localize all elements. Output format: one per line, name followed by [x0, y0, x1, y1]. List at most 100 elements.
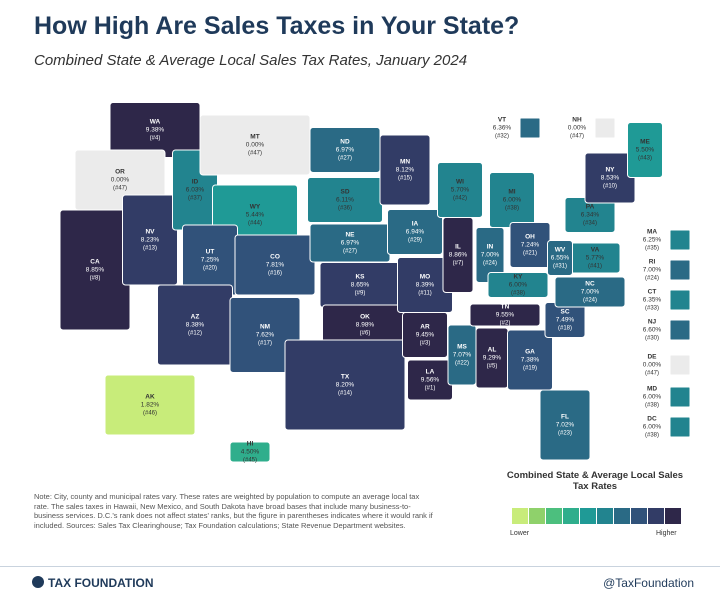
state-rank: (#11) [418, 291, 432, 297]
legend-swatch [529, 508, 545, 524]
state-rate: 7.00% [581, 289, 600, 296]
state-rank: (#7) [453, 261, 464, 267]
state [229, 441, 271, 463]
state-abbr: AK [145, 394, 155, 401]
state-rank: (#29) [408, 238, 422, 244]
title: How High Are Sales Taxes in Your State? [34, 12, 520, 40]
state-rate: 9.29% [483, 355, 502, 362]
notes: Note: City, county and municipal rates v… [34, 492, 433, 530]
state-rank: (#4) [150, 136, 161, 142]
state-rate: 4.50% [241, 449, 260, 456]
state-rank: (#5) [487, 364, 498, 370]
state [669, 386, 691, 408]
state-rate: 9.38% [146, 127, 165, 134]
state-rate: 6.60% [643, 327, 662, 334]
state-rate: 6.00% [643, 424, 662, 431]
state [442, 217, 474, 293]
state [229, 297, 301, 373]
state-rate: 7.25% [201, 257, 220, 264]
state [379, 134, 431, 206]
state-rank: (#13) [143, 246, 157, 252]
state [547, 240, 573, 276]
state-rank: (#17) [258, 341, 272, 347]
state-rate: 8.12% [396, 167, 415, 174]
state-abbr: WA [150, 119, 161, 126]
state-abbr: MN [400, 159, 410, 166]
state-abbr: KS [355, 274, 365, 281]
state [554, 276, 626, 308]
state [669, 229, 691, 251]
state-rate: 6.00% [643, 394, 662, 401]
state-rate: 8.65% [351, 282, 370, 289]
state-abbr: SD [340, 189, 349, 196]
state [669, 319, 691, 341]
state-rate: 6.94% [406, 229, 425, 236]
legend-swatch [665, 508, 681, 524]
state-abbr: VT [498, 117, 506, 124]
state-rank: (#10) [603, 184, 617, 190]
state-abbr: CO [270, 254, 280, 261]
state-rank: (#24) [483, 261, 497, 267]
state-rank: (#36) [338, 206, 352, 212]
subtitle: Combined State & Average Local Sales Tax… [34, 52, 468, 69]
state-rate: 7.62% [256, 332, 275, 339]
state-abbr: MA [647, 229, 657, 236]
state-rank: (#41) [588, 264, 602, 270]
state-abbr: UT [206, 249, 215, 256]
state-rate: 8.86% [449, 252, 468, 259]
state [669, 354, 691, 376]
state [669, 416, 691, 438]
state-rate: 0.00% [568, 125, 587, 132]
state-rank: (#9) [355, 291, 366, 297]
state-rank: (#21) [523, 251, 537, 257]
state-rate: 7.00% [643, 267, 662, 274]
state-rate: 8.98% [356, 322, 375, 329]
state-rate: 7.00% [481, 252, 500, 259]
state-abbr: NJ [648, 319, 657, 326]
state-rank: (#34) [583, 221, 597, 227]
state-abbr: IN [487, 244, 494, 251]
state [469, 303, 541, 327]
state-rate: 7.38% [521, 357, 540, 364]
state-abbr: NH [572, 117, 582, 124]
state-rank: (#43) [638, 156, 652, 162]
state-rate: 6.25% [643, 237, 662, 244]
state-abbr: ID [192, 179, 199, 186]
state-abbr: NY [605, 167, 615, 174]
state-abbr: NV [145, 229, 155, 236]
state-rate: 6.97% [341, 240, 360, 247]
legend-swatch [546, 508, 562, 524]
state-abbr: SC [560, 309, 569, 316]
legend-swatch [512, 508, 528, 524]
state-rank: (#33) [645, 306, 659, 312]
state-rank: (#31) [553, 264, 567, 270]
state-rate: 5.77% [586, 255, 605, 262]
state-rate: 8.20% [336, 382, 355, 389]
state-rate: 9.55% [496, 312, 515, 319]
state [234, 234, 316, 296]
state-rate: 8.53% [601, 175, 620, 182]
legend-high: Higher [656, 530, 677, 537]
state-rank: (#14) [338, 391, 352, 397]
state-abbr: TN [501, 304, 510, 311]
state-abbr: OR [115, 169, 125, 176]
state [539, 389, 591, 461]
state-abbr: HI [247, 441, 254, 448]
legend-swatch [597, 508, 613, 524]
state-rank: (#8) [90, 276, 101, 282]
state-abbr: AR [420, 324, 430, 331]
state-rank: (#24) [645, 276, 659, 282]
state-abbr: LA [426, 369, 435, 376]
state-abbr: OH [525, 234, 535, 241]
state-abbr: CA [90, 259, 100, 266]
state-abbr: ME [640, 139, 650, 146]
state-rate: 8.38% [186, 322, 205, 329]
state-rate: 8.39% [416, 282, 435, 289]
footer: TAX FOUNDATION @TaxFoundation [0, 566, 720, 601]
state [594, 117, 616, 139]
state-rate: 5.70% [451, 187, 470, 194]
state-abbr: NE [345, 232, 355, 239]
state-rate: 7.24% [521, 242, 540, 249]
